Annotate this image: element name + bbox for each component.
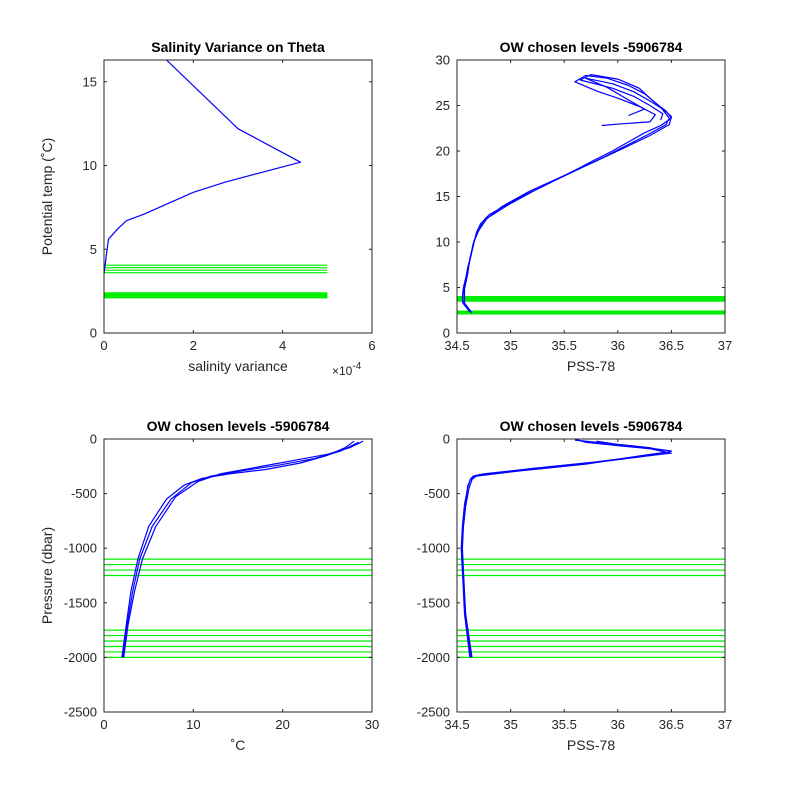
profile-line xyxy=(463,77,673,314)
y-tick-label: 20 xyxy=(436,144,450,159)
x-tick-label: 0 xyxy=(100,338,107,353)
x-tick-label: 35 xyxy=(503,338,517,353)
y-tick-label: -2000 xyxy=(64,650,97,665)
x-tick-label: 34.5 xyxy=(444,717,469,732)
x-tick-label: 37 xyxy=(718,717,732,732)
y-axis-label: Pressure (dbar) xyxy=(39,527,55,624)
x-tick-label: 35.5 xyxy=(552,338,577,353)
y-tick-label: -1500 xyxy=(64,595,97,610)
panel-title: Salinity Variance on Theta xyxy=(151,39,325,55)
x-tick-label: 36 xyxy=(611,338,625,353)
axes-box xyxy=(103,59,373,334)
x-tick-label: 10 xyxy=(186,717,200,732)
x-tick-label: 30 xyxy=(365,717,379,732)
x-axis-label: salinity variance xyxy=(188,358,288,374)
chosen-levels xyxy=(104,264,328,299)
panel-title: OW chosen levels -5906784 xyxy=(500,39,683,55)
y-tick-label: 5 xyxy=(90,242,97,257)
plot-area xyxy=(457,60,725,333)
plot-area xyxy=(104,60,372,333)
y-tick-label: -500 xyxy=(71,486,97,501)
y-tick-label: 10 xyxy=(83,158,97,173)
y-tick-label: 15 xyxy=(83,74,97,89)
x-tick-label: 36.5 xyxy=(659,717,684,732)
panel-1: 0 2 4 6 0 5 10 15 Salinity Variance on Theta sali… xyxy=(39,39,376,378)
profile-line xyxy=(104,60,302,275)
x-tick-label: 34.5 xyxy=(444,338,469,353)
x-axis-label: PSS-78 xyxy=(567,737,615,753)
x-axis-label: ˚C xyxy=(231,737,246,753)
profiles xyxy=(104,60,302,275)
profile-line xyxy=(123,440,364,658)
axes-box xyxy=(103,438,373,713)
x-tick-label: 20 xyxy=(275,717,289,732)
y-tick-label: 15 xyxy=(436,189,450,204)
x-tick-label: 36 xyxy=(611,717,625,732)
y-tick-label: -1000 xyxy=(417,541,450,556)
profiles xyxy=(461,73,673,314)
panel-4: 34.5 35 35.5 36 36.5 37 -2500 -2000 -1500 -1000 -5… xyxy=(417,418,732,753)
panel-3: 0 10 20 30 -2500 -2000 -1500 -1000 -500 0 OW chose… xyxy=(39,418,379,753)
profiles xyxy=(460,439,673,658)
x-tick-label: 6 xyxy=(368,338,375,353)
y-tick-label: -1500 xyxy=(417,595,450,610)
panel-title: OW chosen levels -5906784 xyxy=(500,418,683,434)
profile-line xyxy=(122,441,359,658)
profile-line xyxy=(460,439,673,658)
y-tick-label: 0 xyxy=(90,326,97,341)
x-tick-label: 35.5 xyxy=(552,717,577,732)
y-tick-label: -2500 xyxy=(64,705,97,720)
chosen-levels xyxy=(457,558,725,659)
x-tick-label: 2 xyxy=(190,338,197,353)
y-tick-label: -2000 xyxy=(417,650,450,665)
profile-line xyxy=(461,440,667,658)
panel-2: 34.5 35 35.5 36 36.5 37 0 5 10 15 20 25 30 OW chosen … xyxy=(436,39,733,374)
axes-box xyxy=(456,438,726,713)
y-axis-label: Potential temp (˚C) xyxy=(39,138,55,255)
profiles xyxy=(121,440,364,658)
y-tick-label: -2500 xyxy=(417,705,450,720)
y-tick-label: -1000 xyxy=(64,541,97,556)
y-tick-label: 10 xyxy=(436,235,450,250)
x-tick-label: 37 xyxy=(718,338,732,353)
x-tick-label: 4 xyxy=(279,338,286,353)
x-tick-label: 35 xyxy=(503,717,517,732)
panel-title: OW chosen levels -5906784 xyxy=(147,418,330,434)
y-tick-label: 0 xyxy=(90,432,97,447)
chosen-levels xyxy=(457,296,725,315)
y-tick-label: 5 xyxy=(443,280,450,295)
y-tick-label: 25 xyxy=(436,98,450,113)
y-tick-label: 0 xyxy=(443,326,450,341)
x-tick-label: 0 xyxy=(100,717,107,732)
y-tick-label: -500 xyxy=(424,486,450,501)
x-exponent-label: ×10-4 xyxy=(332,361,362,378)
y-tick-label: 30 xyxy=(436,53,450,68)
x-tick-label: 36.5 xyxy=(659,338,684,353)
chosen-levels xyxy=(104,558,372,659)
y-tick-label: 0 xyxy=(443,432,450,447)
x-axis-label: PSS-78 xyxy=(567,358,615,374)
